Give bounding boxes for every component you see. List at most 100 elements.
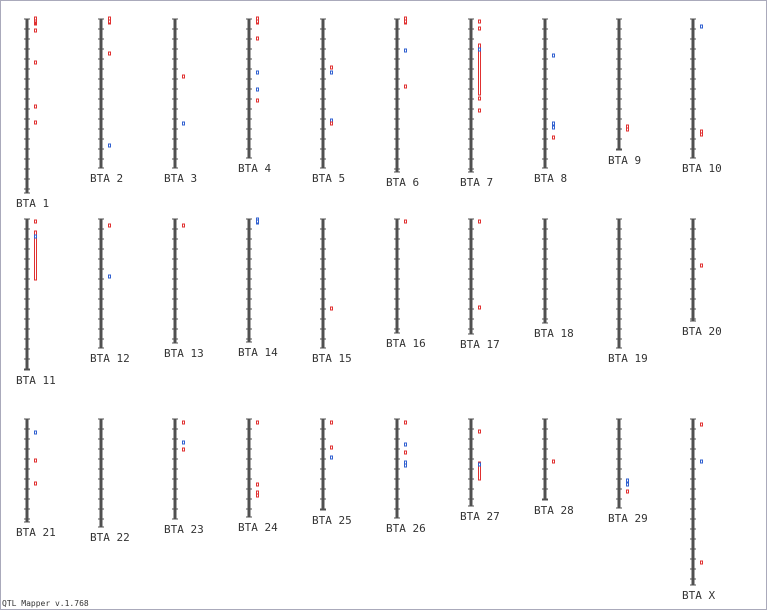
qtl-span [478,461,481,481]
chromosome-label: BTA 24 [238,521,278,534]
chromosome-label: BTA 18 [534,327,574,340]
chromosome-label: BTA 5 [312,172,345,185]
qtl-marker [700,132,703,137]
qtl-marker [478,429,481,434]
qtl-marker [256,493,259,498]
qtl-marker [330,455,333,460]
chromosome-label: BTA 27 [460,510,500,523]
qtl-marker [404,84,407,89]
qtl-marker [330,306,333,311]
qtl-marker [108,274,111,279]
qtl-marker [256,19,259,24]
qtl-span [34,230,37,281]
qtl-marker [256,70,259,75]
qtl-marker [404,420,407,425]
chromosome-label: BTA 20 [682,325,722,338]
qtl-marker [256,420,259,425]
chromosome-label: BTA 25 [312,514,352,527]
qtl-marker [330,420,333,425]
chromosome-label: BTA 9 [608,154,641,167]
qtl-marker [256,36,259,41]
qtl-marker [108,143,111,148]
footer: QTL Mapper v.1.768 [2,599,89,608]
qtl-marker [552,459,555,464]
chromosome-label: BTA 22 [90,531,130,544]
qtl-marker [256,219,259,224]
qtl-marker [478,219,481,224]
qtl-marker [478,26,481,31]
qtl-marker [700,263,703,268]
chromosome-label: BTA 4 [238,162,271,175]
chromosome-label: BTA 16 [386,337,426,350]
chromosome-label: BTA 26 [386,522,426,535]
qtl-marker [700,459,703,464]
chromosome-label: BTA 13 [164,347,204,360]
chromosome-label: BTA X [682,589,715,602]
chromosome-label: BTA 2 [90,172,123,185]
qtl-span [478,43,481,96]
chromosome-label: BTA 19 [608,352,648,365]
qtl-marker [626,482,629,487]
chromosome-label: BTA 23 [164,523,204,536]
qtl-marker [34,234,37,239]
qtl-marker [626,478,629,483]
qtl-marker [108,223,111,228]
qtl-marker [34,219,37,224]
qtl-marker [478,47,481,52]
qtl-marker [34,60,37,65]
qtl-marker [552,53,555,58]
qtl-marker [182,223,185,228]
qtl-marker [256,98,259,103]
qtl-marker [256,482,259,487]
qtl-marker [404,19,407,24]
qtl-marker [256,87,259,92]
qtl-marker [700,560,703,565]
qtl-marker [552,121,555,126]
qtl-marker [34,481,37,486]
qtl-marker [404,450,407,455]
qtl-marker [34,430,37,435]
chromosome-label: BTA 8 [534,172,567,185]
qtl-marker [108,51,111,56]
qtl-marker [182,440,185,445]
qtl-marker [478,96,481,101]
qtl-marker [700,24,703,29]
qtl-marker [182,74,185,79]
chromosome-label: BTA 10 [682,162,722,175]
qtl-marker [182,447,185,452]
qtl-marker [404,48,407,53]
qtl-marker [34,21,37,26]
qtl-marker [478,462,481,467]
qtl-marker [404,442,407,447]
qtl-marker [478,108,481,113]
qtl-marker [182,121,185,126]
qtl-marker [34,120,37,125]
qtl-marker [404,219,407,224]
chromosome-label: BTA 7 [460,176,493,189]
qtl-marker [478,19,481,24]
qtl-marker [330,445,333,450]
chromosome-label: BTA 29 [608,512,648,525]
qtl-marker [330,70,333,75]
chromosome-label: BTA 12 [90,352,130,365]
qtl-marker [478,305,481,310]
chromosome-label: BTA 14 [238,346,278,359]
chromosome-label: BTA 15 [312,352,352,365]
chromosome-label: BTA 28 [534,504,574,517]
qtl-marker [34,104,37,109]
qtl-marker [404,463,407,468]
chromosome-label: BTA 3 [164,172,197,185]
chromosome-label: BTA 6 [386,176,419,189]
qtl-marker [626,489,629,494]
chromosome-label: BTA 21 [16,526,56,539]
qtl-marker [182,420,185,425]
qtl-marker [700,422,703,427]
chromosome-label: BTA 1 [16,197,49,210]
qtl-marker [626,127,629,132]
qtl-marker [330,65,333,70]
qtl-marker [34,28,37,33]
qtl-marker [330,121,333,126]
